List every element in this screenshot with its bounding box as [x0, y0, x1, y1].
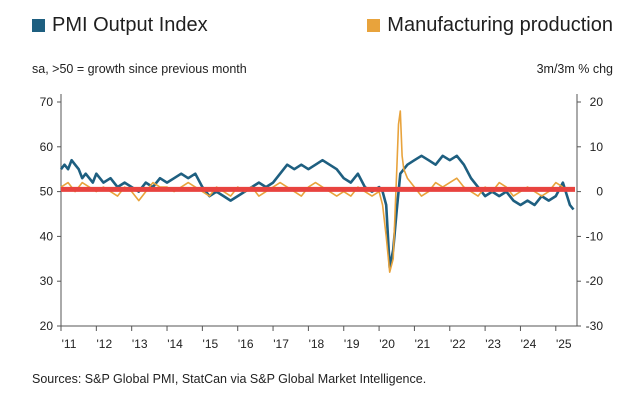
left-tick-label: 60: [40, 140, 54, 154]
x-tick-label: '24: [521, 337, 537, 351]
series-line-pmi-output-index: [59, 154, 575, 270]
x-tick-label: '20: [379, 337, 395, 351]
left-tick-label: 20: [40, 319, 54, 333]
legend-pmi: PMI Output Index: [32, 14, 208, 37]
x-tick-label: '25: [556, 337, 572, 351]
right-tick-label: 0: [596, 185, 603, 199]
x-tick-label: '13: [132, 337, 148, 351]
series-line-manufacturing-production: [60, 110, 564, 274]
right-tick-label: -10: [586, 229, 604, 243]
left-tick-label: 30: [40, 274, 54, 288]
series-lines: [59, 110, 575, 274]
legend-manufacturing-label: Manufacturing production: [387, 14, 613, 36]
legend-pmi-label: PMI Output Index: [52, 14, 208, 36]
right-tick-label: -20: [586, 274, 604, 288]
x-tick-label: '14: [167, 337, 183, 351]
left-tick-label: 40: [40, 229, 54, 243]
legend-pmi-swatch: [32, 19, 45, 32]
left-tick-label: 50: [40, 185, 54, 199]
x-tick-label: '17: [273, 337, 289, 351]
x-tick-label: '22: [450, 337, 466, 351]
right-axis-caption: 3m/3m % chg: [536, 62, 613, 76]
right-tick-label: -30: [586, 319, 604, 333]
x-tick-label: '11: [62, 337, 77, 351]
left-tick-label: 70: [40, 95, 54, 109]
axis-ticks: 70 60 50 40 30 20 20 10 0 -10 -20 -30 '11 '12 '13 '14 '1…: [40, 95, 604, 351]
legend-manufacturing: Manufacturing production: [367, 14, 613, 37]
x-tick-label: '12: [97, 337, 113, 351]
source-note: Sources: S&P Global PMI, StatCan via S&P…: [32, 372, 427, 386]
chart-frame: [60, 94, 578, 327]
x-tick-label: '16: [238, 337, 254, 351]
left-axis-caption: sa, >50 = growth since previous month: [32, 62, 247, 76]
x-tick-label: '19: [344, 337, 360, 351]
x-tick-label: '15: [203, 337, 219, 351]
legend-manufacturing-swatch: [367, 19, 381, 32]
x-tick-label: '23: [485, 337, 501, 351]
x-tick-label: '18: [309, 337, 325, 351]
right-tick-label: 10: [590, 140, 604, 154]
right-tick-label: 20: [590, 95, 604, 109]
x-tick-label: '21: [415, 337, 431, 351]
